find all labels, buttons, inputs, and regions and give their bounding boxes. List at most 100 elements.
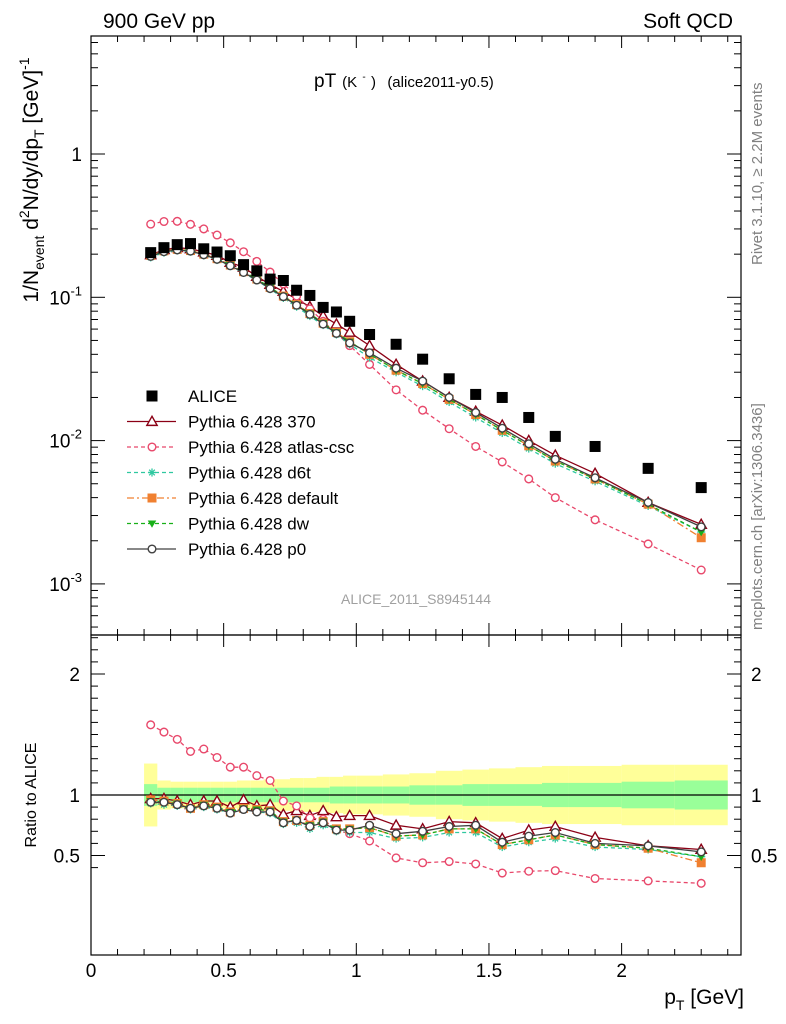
ratio-point-pythia-6-428-atlas-csc — [524, 866, 534, 876]
legend-marker — [146, 390, 158, 402]
ratio-y-tick-label-right: 1 — [751, 786, 762, 807]
ratio-point-pythia-6-428-p0 — [199, 801, 209, 811]
main-point-pythia-6-428-p0 — [550, 454, 560, 464]
ratio-point-pythia-6-428-p0 — [418, 826, 428, 836]
main-point-alice — [642, 462, 654, 474]
main-point-pythia-6-428-atlas-csc — [146, 219, 156, 229]
legend: ALICE Pythia 6.428 370 Pythia 6.428 atlas-… — [127, 387, 355, 559]
main-point-alice — [523, 411, 535, 423]
ratio-point-pythia-6-428-atlas-csc — [252, 771, 262, 781]
x-tick-label: 1.5 — [476, 961, 502, 982]
legend-entry-pythia-6-428-d6t: Pythia 6.428 d6t — [127, 464, 311, 483]
ratio-series-layer — [144, 720, 708, 888]
ratio-point-pythia-6-428-370 — [316, 804, 330, 816]
main-point-pythia-6-428-atlas-csc — [185, 219, 196, 229]
main-point-pythia-6-428-atlas-csc — [212, 230, 222, 240]
main-y-tick-label: 10-1 — [49, 283, 82, 309]
main-point-pythia-6-428-atlas-csc — [252, 256, 262, 266]
main-point-pythia-6-428-atlas-csc — [239, 247, 249, 257]
main-point-alice — [277, 274, 289, 286]
main-point-pythia-6-428-dw — [696, 529, 706, 537]
ratio-point-pythia-6-428-p0 — [590, 838, 600, 848]
main-point-alice — [695, 482, 707, 494]
main-point-alice — [443, 373, 455, 385]
main-point-pythia-6-428-default — [696, 533, 706, 543]
ratio-point-pythia-6-428-atlas-csc — [292, 801, 302, 811]
header-right: Soft QCD — [643, 10, 733, 33]
main-point-pythia-6-428-atlas-csc — [696, 565, 706, 575]
legend-marker — [147, 468, 157, 477]
ratio-point-pythia-6-428-default — [696, 858, 706, 868]
legend-entry-alice: ALICE — [146, 387, 237, 406]
ratio-point-pythia-6-428-p0 — [391, 829, 401, 839]
ratio-point-pythia-6-428-atlas-csc — [550, 866, 560, 876]
main-point-pythia-6-428-p0 — [345, 338, 355, 348]
legend-entry-pythia-6-428-dw: Pythia 6.428 dw — [127, 515, 310, 534]
ratio-point-pythia-6-428-p0 — [365, 820, 375, 830]
legend-entry-pythia-6-428-atlas-csc: Pythia 6.428 atlas-csc — [127, 438, 355, 457]
axis-tick-labels: 0 0.5 1 1.5 2 1 10-1 10-2 10-3 0.5 0.5 1 1 2 2 — [49, 145, 777, 982]
ratio-point-pythia-6-428-atlas-csc — [418, 858, 428, 868]
ratio-point-pythia-6-428-atlas-csc — [643, 876, 653, 886]
main-point-pythia-6-428-370 — [363, 339, 376, 351]
x-tick-label: 2 — [616, 961, 627, 982]
ratio-point-pythia-6-428-atlas-csc — [185, 746, 196, 756]
ratio-point-pythia-6-428-370 — [343, 808, 357, 821]
ratio-point-pythia-6-428-atlas-csc — [365, 836, 375, 846]
legend-label: Pythia 6.428 d6t — [188, 464, 311, 483]
main-y-tick-label: 10-3 — [49, 570, 82, 596]
ratio-point-pythia-6-428-atlas-csc — [159, 727, 169, 737]
x-tick-label: 1 — [351, 961, 362, 982]
main-y-tick-label: 10-2 — [49, 427, 82, 453]
ratio-point-pythia-6-428-p0 — [318, 818, 328, 828]
main-point-alice — [264, 273, 276, 285]
ratio-point-pythia-6-428-atlas-csc — [239, 762, 249, 772]
main-point-pythia-6-428-atlas-csc — [550, 493, 560, 503]
main-point-alice — [184, 238, 196, 250]
ratio-point-pythia-6-428-atlas-csc — [278, 796, 288, 806]
main-point-alice — [317, 301, 329, 313]
main-point-alice — [304, 289, 316, 301]
legend-marker — [147, 442, 157, 452]
main-point-alice — [224, 250, 236, 262]
main-point-pythia-6-428-p0 — [252, 275, 262, 285]
ratio-point-pythia-6-428-p0 — [212, 803, 222, 813]
main-point-pythia-6-428-atlas-csc — [497, 457, 507, 467]
x-tick-label: 0 — [86, 961, 97, 982]
main-point-pythia-6-428-p0 — [278, 292, 288, 302]
ratio-point-pythia-6-428-p0 — [696, 847, 706, 857]
x-axis-label: pT [GeV] — [664, 986, 744, 1013]
mcplots-credit-label: mcplots.cern.ch [arXiv:1306.3436] — [749, 403, 766, 630]
title-main: pT — [314, 71, 337, 92]
main-point-pythia-6-428-p0 — [305, 309, 315, 319]
legend-entry-pythia-6-428-p0: Pythia 6.428 p0 — [127, 540, 306, 559]
ratio-point-pythia-6-428-atlas-csc — [696, 878, 706, 888]
ratio-point-pythia-6-428-p0 — [550, 827, 560, 838]
title-particle-close: ) — [371, 74, 376, 91]
main-point-pythia-6-428-p0 — [318, 319, 328, 329]
axis-ticks — [90, 36, 741, 955]
ratio-point-pythia-6-428-p0 — [292, 815, 302, 825]
legend-marker — [145, 414, 159, 427]
main-series-layer — [144, 216, 708, 575]
main-point-alice — [158, 242, 170, 254]
main-point-alice — [417, 353, 429, 365]
main-point-alice — [145, 247, 157, 259]
ratio-point-pythia-6-428-p0 — [643, 841, 653, 851]
main-point-pythia-6-428-p0 — [643, 497, 653, 508]
ratio-point-pythia-6-428-p0 — [524, 831, 534, 841]
ratio-point-pythia-6-428-p0 — [305, 821, 315, 831]
main-point-alice — [589, 440, 601, 452]
ratio-point-pythia-6-428-p0 — [185, 803, 196, 813]
plot-title: pT (K - ) (alice2011-y0.5) — [314, 64, 494, 92]
ratio-point-pythia-6-428-atlas-csc — [225, 762, 235, 772]
ratio-point-pythia-6-428-atlas-csc — [590, 873, 600, 884]
legend-entry-pythia-6-428-default: Pythia 6.428 default — [127, 489, 339, 508]
ratio-point-pythia-6-428-p0 — [345, 825, 355, 835]
legend-label: Pythia 6.428 p0 — [188, 540, 306, 559]
main-point-alice — [238, 259, 250, 271]
main-series-alice — [145, 238, 707, 494]
legend-marker — [147, 520, 157, 528]
main-point-alice — [344, 315, 356, 327]
ratio-point-pythia-6-428-370 — [237, 793, 250, 805]
